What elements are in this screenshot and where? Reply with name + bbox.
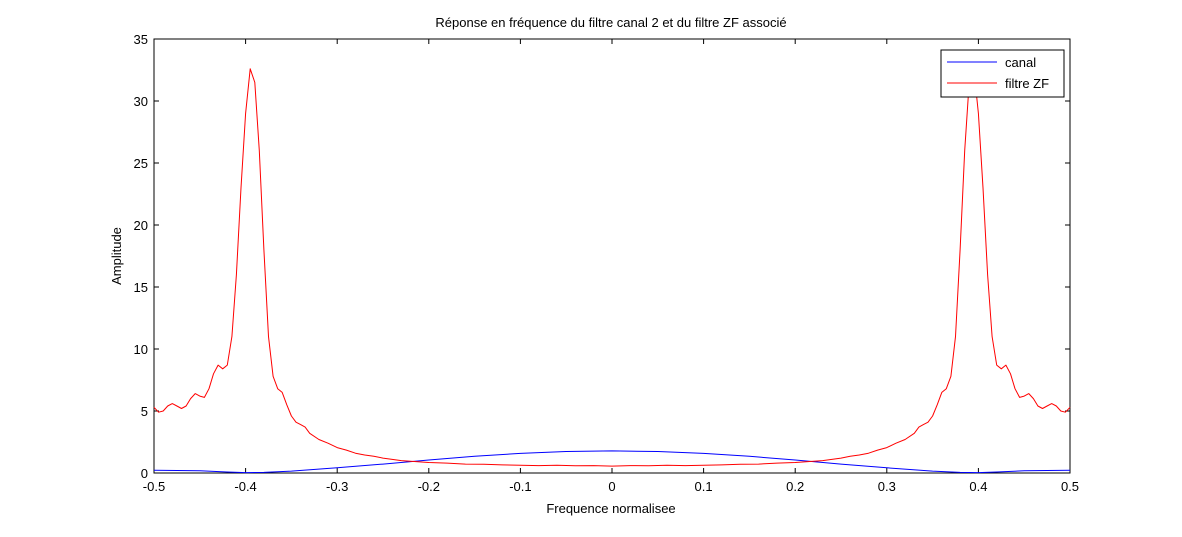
y-tick-label: 10 <box>134 342 148 357</box>
x-tick-label: -0.4 <box>234 479 256 494</box>
y-tick-label: 0 <box>141 466 148 481</box>
legend-label-filtre-zf: filtre ZF <box>1005 76 1049 91</box>
x-tick-label: 0.2 <box>786 479 804 494</box>
y-tick-label: 35 <box>134 32 148 47</box>
legend: canal filtre ZF <box>940 49 1065 98</box>
plot-area <box>153 38 1071 474</box>
x-tick-label: -0.2 <box>418 479 440 494</box>
y-tick-label: 15 <box>134 280 148 295</box>
x-axis-label: Frequence normalisee <box>546 501 675 516</box>
x-tick-label: 0.3 <box>878 479 896 494</box>
x-tick-label: 0.5 <box>1061 479 1079 494</box>
legend-box <box>940 49 1065 98</box>
legend-label-canal: canal <box>1005 55 1036 70</box>
y-axis-label: Amplitude <box>109 227 124 285</box>
x-tick-label: 0.4 <box>969 479 987 494</box>
x-tick-label: 0 <box>608 479 615 494</box>
y-tick-label: 25 <box>134 156 148 171</box>
series-line-filtre-zf <box>153 68 1071 467</box>
series-lines <box>153 68 1071 474</box>
y-axis-ticks: 0 5 10 15 20 25 30 35 <box>134 32 1070 481</box>
y-tick-label: 20 <box>134 218 148 233</box>
x-tick-label: -0.1 <box>509 479 531 494</box>
x-axis-ticks: -0.5 -0.4 -0.3 -0.2 -0.1 0 0.1 0.2 0.3 0.4 0.5 <box>143 39 1079 494</box>
series-line-canal <box>153 450 1071 474</box>
x-tick-label: -0.3 <box>326 479 348 494</box>
x-tick-label: 0.1 <box>695 479 713 494</box>
y-tick-label: 30 <box>134 94 148 109</box>
chart-title: Réponse en fréquence du filtre canal 2 e… <box>435 15 786 30</box>
x-tick-label: -0.5 <box>143 479 165 494</box>
y-tick-label: 5 <box>141 404 148 419</box>
